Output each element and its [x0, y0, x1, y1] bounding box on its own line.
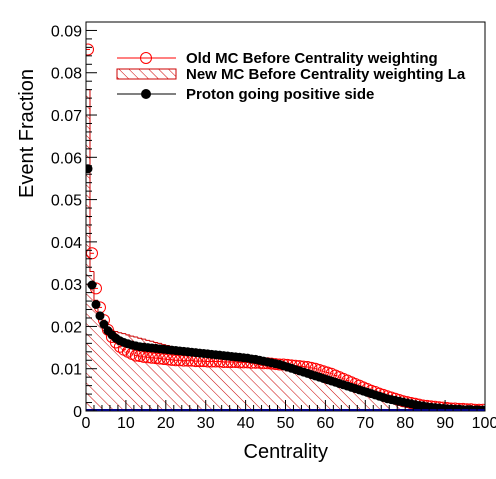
y-tick-label: 0.03: [51, 277, 82, 294]
new-mc-bin: [126, 334, 130, 335]
y-tick-label: 0.04: [51, 235, 82, 252]
y-tick-label: 0.07: [51, 108, 82, 125]
x-tick-label: 100: [472, 415, 496, 432]
y-tick-label: 0.05: [51, 193, 82, 210]
legend-label-new-mc: New MC Before Centrality weighting La: [186, 66, 466, 83]
x-tick-label: 50: [277, 415, 295, 432]
new-mc-bin: [90, 90, 94, 272]
new-mc-bin: [130, 335, 134, 336]
legend-hatch-new-mc: [117, 69, 176, 79]
y-tick-label: 0.06: [51, 150, 82, 167]
y-tick-label: 0.09: [51, 23, 82, 40]
proton-point: [95, 311, 104, 320]
new-mc-bin: [142, 338, 146, 339]
x-axis-title: Centrality: [244, 441, 328, 463]
y-tick-label: 0.02: [51, 319, 82, 336]
proton-point: [87, 280, 96, 289]
legend-item-old-mc: Old MC Before Centrality weighting: [117, 50, 438, 67]
y-tick-label: 0.08: [51, 66, 82, 83]
legend: Old MC Before Centrality weighting New M…: [117, 50, 466, 103]
legend-label-proton: Proton going positive side: [186, 86, 374, 103]
new-mc-bin: [118, 332, 122, 333]
x-tick-label: 20: [157, 415, 175, 432]
legend-item-proton: Proton going positive side: [117, 86, 374, 103]
new-mc-bin: [162, 343, 166, 344]
y-axis-title: Event Fraction: [16, 69, 38, 198]
x-tick-label: 40: [237, 415, 255, 432]
new-mc-bin: [134, 336, 138, 337]
legend-item-new-mc: New MC Before Centrality weighting La: [117, 66, 466, 83]
x-tick-label: 10: [117, 415, 135, 432]
x-tick-label: 90: [436, 415, 454, 432]
x-tick-label: 70: [356, 415, 374, 432]
legend-label-old-mc: Old MC Before Centrality weighting: [186, 50, 438, 67]
new-mc-bin: [122, 333, 126, 334]
x-tick-label: 0: [82, 415, 91, 432]
proton-point: [91, 300, 100, 309]
x-tick-label: 60: [317, 415, 335, 432]
legend-marker-proton: [141, 89, 151, 99]
new-mc-bin: [154, 341, 158, 342]
new-mc-bin: [146, 339, 150, 340]
x-tick-label: 30: [197, 415, 215, 432]
y-tick-label: 0.01: [51, 362, 82, 379]
new-mc-bin: [158, 343, 162, 344]
y-tick-label: 0: [73, 404, 82, 421]
x-tick-label: 80: [396, 415, 414, 432]
new-mc-bin: [138, 337, 142, 338]
new-mc-bin: [150, 340, 154, 341]
